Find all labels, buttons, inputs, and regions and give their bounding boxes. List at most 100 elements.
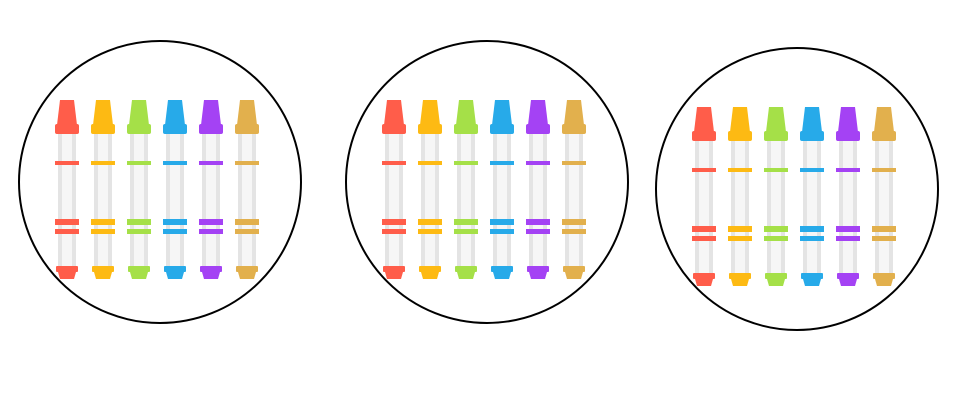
- crayon-tip: [528, 100, 548, 125]
- crayon-wrapper-shade: [817, 141, 821, 273]
- crayon-6: [562, 100, 586, 280]
- crayon-2: [91, 100, 115, 280]
- crayon-stripe: [127, 219, 151, 225]
- crayon-6: [235, 100, 259, 280]
- crayon-stripe: [55, 219, 79, 225]
- crayon-icon: [728, 107, 752, 286]
- crayon-stripe: [55, 161, 79, 165]
- crayon-stripe: [91, 229, 115, 234]
- crayon-wrapper-shade: [202, 134, 206, 266]
- crayon-base: [200, 266, 222, 272]
- crayon-wrapper-shade: [493, 134, 497, 266]
- crayon-stripe: [382, 219, 406, 225]
- crayon-tip: [456, 100, 476, 125]
- crayon-icon: [235, 100, 259, 279]
- crayon-stripe: [526, 229, 550, 234]
- crayon-1: [382, 100, 406, 280]
- crayon-wrapper-shade: [238, 134, 242, 266]
- crayon-collar-top: [418, 124, 442, 134]
- crayon-3: [454, 100, 478, 280]
- crayon-stripe: [692, 226, 716, 232]
- crayon-stripe: [163, 219, 187, 225]
- crayon-5: [526, 100, 550, 280]
- crayon-base: [563, 266, 585, 272]
- circle-outline-1: [18, 40, 302, 324]
- crayon-stripe: [526, 219, 550, 225]
- crayon-tip: [730, 107, 750, 132]
- crayon-stripe: [490, 161, 514, 165]
- crayon-tip: [201, 100, 221, 125]
- crayon-stripe: [382, 229, 406, 234]
- crayon-wrapper-shade: [839, 141, 843, 273]
- crayon-foot: [421, 272, 439, 279]
- crayon-collar-top: [728, 131, 752, 141]
- crayon-3: [764, 107, 788, 287]
- crayon-stripe: [872, 168, 896, 172]
- crayon-1: [55, 100, 79, 280]
- crayon-foot: [58, 272, 76, 279]
- crayon-stripe: [91, 219, 115, 225]
- crayon-stripe: [728, 226, 752, 232]
- crayon-stripe: [692, 168, 716, 172]
- crayon-tip: [838, 107, 858, 132]
- crayon-group-2: [345, 40, 633, 328]
- crayon-wrapper-shade: [144, 134, 148, 266]
- crayon-stripe: [490, 219, 514, 225]
- crayon-icon: [692, 107, 716, 286]
- crayon-stripe: [562, 219, 586, 225]
- crayon-base: [128, 266, 150, 272]
- crayon-wrapper-shade: [471, 134, 475, 266]
- crayon-icon: [127, 100, 151, 279]
- crayon-stripe: [418, 229, 442, 234]
- crayon-foot: [695, 279, 713, 286]
- crayon-stripe: [235, 161, 259, 165]
- crayon-wrapper-shade: [695, 141, 699, 273]
- crayon-foot: [166, 272, 184, 279]
- crayon-wrapper-shade: [767, 141, 771, 273]
- crayon-wrapper-shade: [745, 141, 749, 273]
- crayon-wrapper-shade: [543, 134, 547, 266]
- crayon-stripe: [235, 219, 259, 225]
- crayon-stripe: [562, 161, 586, 165]
- crayon-stripe: [728, 168, 752, 172]
- crayon-tip: [874, 107, 894, 132]
- crayon-foot: [839, 279, 857, 286]
- crayon-foot: [731, 279, 749, 286]
- crayon-icon: [562, 100, 586, 279]
- crayon-base: [92, 266, 114, 272]
- crayon-icon: [526, 100, 550, 279]
- crayon-foot: [385, 272, 403, 279]
- crayon-tip: [766, 107, 786, 132]
- crayon-stripe: [382, 161, 406, 165]
- crayon-collar-top: [764, 131, 788, 141]
- crayon-base: [56, 266, 78, 272]
- crayon-wrapper-shade: [565, 134, 569, 266]
- crayon-stripe: [836, 226, 860, 232]
- crayon-base: [164, 266, 186, 272]
- crayon-stripe: [127, 229, 151, 234]
- crayon-stripe: [728, 236, 752, 241]
- crayon-row-2: [382, 100, 592, 280]
- crayon-stripe: [872, 236, 896, 241]
- crayon-collar-top: [562, 124, 586, 134]
- crayon-tip: [492, 100, 512, 125]
- crayon-wrapper-shade: [875, 141, 879, 273]
- crayon-foot: [493, 272, 511, 279]
- crayon-base: [491, 266, 513, 272]
- crayon-stripe: [163, 161, 187, 165]
- crayon-foot: [767, 279, 785, 286]
- crayon-wrapper-shade: [507, 134, 511, 266]
- crayon-stripe: [836, 236, 860, 241]
- crayon-row-3: [692, 107, 902, 287]
- crayon-stripe: [872, 226, 896, 232]
- crayon-icon: [872, 107, 896, 286]
- crayon-collar-top: [872, 131, 896, 141]
- crayon-tip: [802, 107, 822, 132]
- crayon-5: [836, 107, 860, 287]
- crayon-icon: [55, 100, 79, 279]
- crayon-wrapper-shade: [731, 141, 735, 273]
- crayon-collar-top: [526, 124, 550, 134]
- crayon-stripe: [199, 229, 223, 234]
- crayon-collar-top: [91, 124, 115, 134]
